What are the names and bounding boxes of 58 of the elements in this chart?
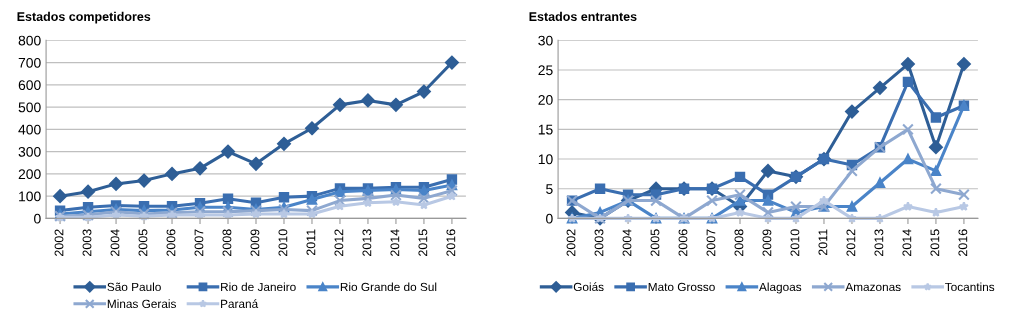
x-tick-label: 2013	[874, 229, 884, 256]
y-tick-label: 100	[19, 191, 41, 202]
x-tick-label: 2004	[622, 229, 632, 256]
x-tick-label: 2009	[762, 229, 772, 256]
legend-label: Goiás	[573, 282, 604, 292]
y-tick-label: 800	[18, 35, 41, 46]
legend-label: Mato Grosso	[648, 282, 715, 292]
legend-label: Tocantins	[945, 282, 995, 292]
x-tick-label: 2011	[818, 229, 828, 256]
x-tick-label: 2015	[930, 229, 940, 256]
x-tick-label: 2003	[594, 229, 604, 256]
legend-label: Minas Gerais	[107, 299, 176, 309]
x-tick-label: 2007	[706, 229, 716, 256]
x-tick-label: 2013	[362, 229, 372, 256]
y-tick-label: 5	[546, 184, 553, 194]
y-tick-label: 200	[18, 169, 41, 180]
x-tick-label: 2012	[846, 229, 856, 256]
chart-title: Estados competidores	[17, 11, 151, 24]
x-tick-label: 2002	[566, 229, 576, 256]
x-tick-label: 2007	[194, 229, 204, 256]
legend-label: Rio Grande do Sul	[340, 282, 437, 292]
x-tick-label: 2016	[958, 229, 968, 256]
x-tick-label: 2005	[138, 229, 148, 256]
x-tick-label: 2012	[334, 229, 344, 256]
y-tick-label: 30	[538, 35, 553, 46]
x-tick-label: 2006	[678, 229, 688, 256]
x-tick-label: 2010	[790, 229, 800, 256]
legend-label: Alagoas	[759, 282, 802, 294]
y-tick-label: 20	[538, 95, 553, 105]
y-tick-label: 400	[18, 124, 41, 135]
y-tick-label: 700	[18, 57, 41, 68]
x-tick-label: 2005	[650, 229, 660, 256]
y-tick-label: 300	[18, 146, 41, 157]
x-tick-label: 2015	[418, 229, 428, 256]
x-tick-label: 2002	[54, 229, 64, 256]
x-tick-label: 2008	[222, 229, 232, 256]
legend-label: Paraná	[221, 299, 259, 309]
chart-title: Estados entrantes	[529, 11, 637, 21]
x-tick-label: 2011	[306, 229, 316, 256]
y-tick-label: 15	[538, 124, 553, 135]
x-tick-label: 2003	[82, 229, 92, 256]
x-tick-label: 2014	[390, 229, 400, 256]
x-tick-label: 2008	[734, 229, 744, 256]
legend-label: Rio de Janeiro	[221, 282, 296, 292]
y-tick-label: 500	[18, 102, 41, 113]
x-tick-label: 2006	[166, 229, 176, 256]
y-tick-label: 10	[538, 154, 553, 165]
x-tick-label: 2009	[250, 229, 260, 256]
y-tick-label: 25	[538, 65, 553, 76]
y-tick-label: 0	[34, 213, 41, 224]
x-tick-label: 2014	[902, 229, 912, 256]
legend-label: Amazonas	[845, 282, 901, 292]
legend-label: São Paulo	[107, 282, 161, 292]
x-tick-label: 2016	[446, 229, 456, 256]
y-tick-label: 600	[18, 80, 41, 91]
y-tick-label: 0	[546, 213, 553, 224]
x-tick-label: 2010	[278, 229, 288, 256]
x-tick-label: 2004	[110, 229, 120, 256]
